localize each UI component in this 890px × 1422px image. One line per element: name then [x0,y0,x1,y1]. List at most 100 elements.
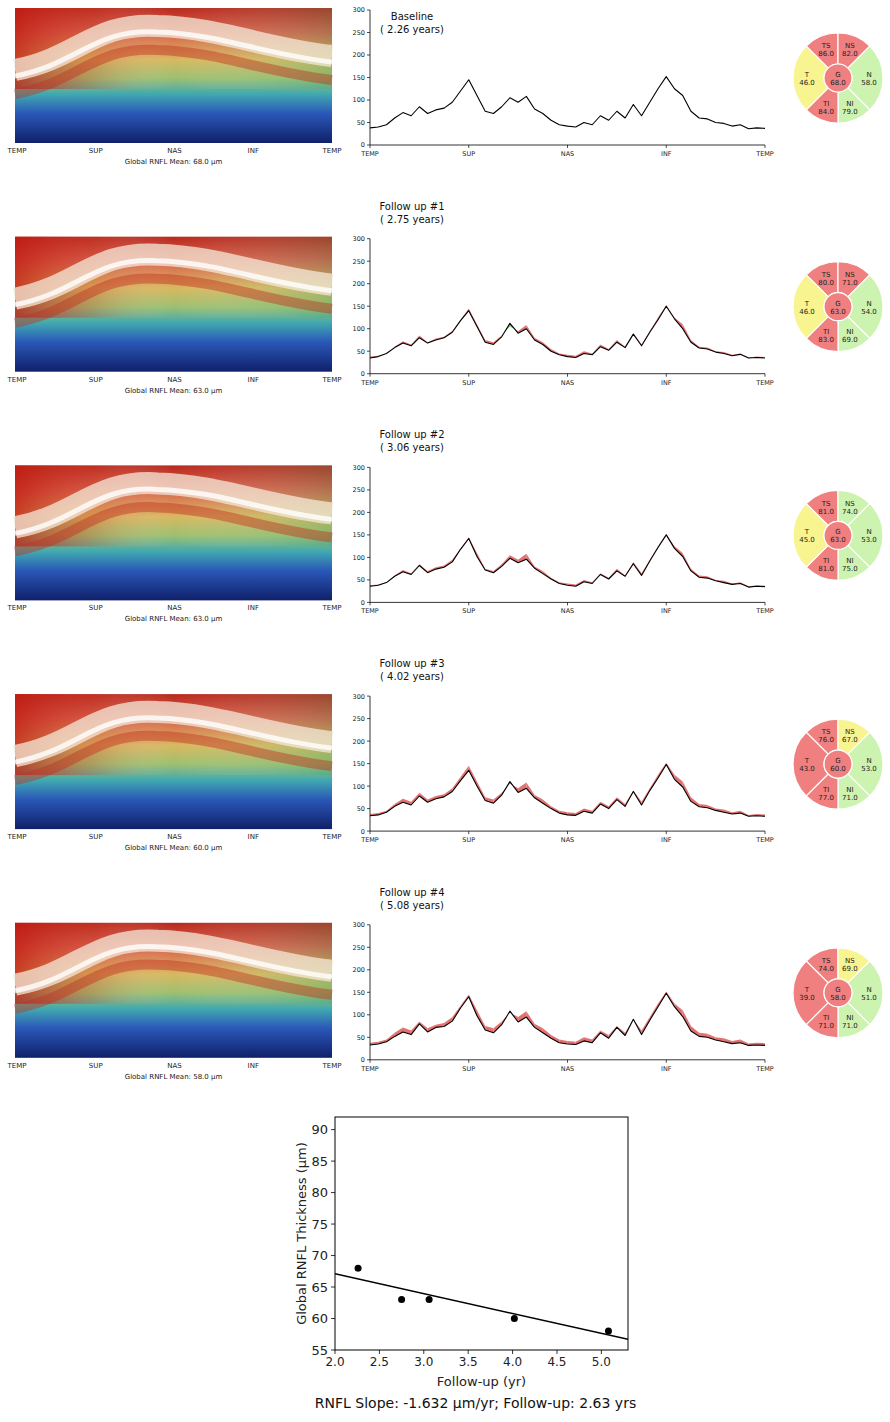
rnfl-profile [370,765,765,817]
sector-label: G [835,71,840,79]
sector-label: NI [846,557,853,565]
sector-map: TS76.0NS67.0N53.0NI71.0TI77.0T43.0G60.0 [793,719,883,809]
y-tick-label: 50 [357,805,365,813]
sector-label: T [804,986,810,994]
x-tick [370,145,371,148]
y-tick [367,534,370,535]
x-tick [567,145,568,148]
sector-map: TS74.0NS69.0N51.0NI71.0TI71.0T39.0G58.0 [793,948,883,1038]
sector-value: 69.0 [842,965,858,973]
image-axis-label: INF [248,604,259,612]
sector-value: 74.0 [818,965,834,973]
thinning-area [395,1027,403,1036]
x-tick-label: TEMP [755,150,774,158]
x-tick-label: TEMP [755,1065,774,1073]
x-tick [666,145,667,148]
y-tick [367,786,370,787]
y-tick-label: 300 [353,693,365,701]
x-tick [468,602,469,605]
sector-value: 46.0 [799,79,815,87]
x-tick-label: 4.5 [547,1355,566,1369]
image-axis-label: NAS [167,147,182,155]
y-tick [367,557,370,558]
image-axis-label: TEMP [7,376,27,384]
y-tick-label: 300 [353,6,365,14]
image-axis-label: TEMP [322,604,342,612]
x-tick [370,1060,371,1063]
image-axis-label: TEMP [7,833,27,841]
y-tick-label: 0 [361,599,365,607]
x-tick [666,1060,667,1063]
sector-center [824,979,852,1007]
sector-value: 71.0 [818,1022,834,1030]
y-tick-label: 100 [353,1011,365,1019]
image-axis-label: INF [248,376,259,384]
y-tick-label: 55 [311,1343,328,1358]
sector-value: 67.0 [842,736,858,744]
data-point [426,1296,433,1303]
y-tick [367,947,370,948]
x-tick [765,1060,766,1063]
y-tick-label: 150 [353,303,365,311]
sector-label: TS [821,957,831,965]
sector-value: 79.0 [842,108,858,116]
y-tick [367,969,370,970]
sector-label: TI [822,100,829,108]
y-tick [367,10,370,11]
y-tick [331,1224,335,1225]
y-tick [367,512,370,513]
x-tick-label: TEMP [360,836,379,844]
chart-title: Follow up #2 [379,429,444,440]
image-caption: Global RNFL Mean: 63.0 µm [125,615,223,623]
oct-image [15,923,332,1058]
sector-label: NI [846,1014,853,1022]
rnfl-profile [370,993,765,1045]
chart-subtitle: ( 5.08 years) [380,900,444,911]
x-tick [370,374,371,377]
sector-value: 63.0 [830,308,846,316]
x-tick [423,1350,424,1354]
y-tick [367,924,370,925]
caption: RNFL Slope: -1.632 µm/yr; Follow-up: 2.6… [315,1395,636,1411]
y-tick-label: 100 [353,325,365,333]
sector-value: 86.0 [818,50,834,58]
sector-value: 83.0 [818,336,834,344]
x-tick [335,1350,336,1354]
rnfl-profile [370,535,765,587]
sector-map: TS86.0NS82.0N58.0NI79.0TI84.0T46.0G68.0 [793,33,883,123]
x-tick-label: 5.0 [592,1355,611,1369]
y-tick-label: 250 [353,258,365,266]
y-tick-label: 150 [353,74,365,82]
sector-value: 84.0 [818,108,834,116]
x-tick [765,145,766,148]
sector-value: 69.0 [842,336,858,344]
x-tick-label: 2.0 [325,1355,344,1369]
sector-label: G [835,757,840,765]
y-tick [331,1350,335,1351]
sector [838,545,870,580]
chart-subtitle: ( 2.75 years) [380,214,444,225]
x-tick-label: SUP [462,836,475,844]
x-tick [666,374,667,377]
sector-center [824,64,852,92]
x-tick-label: SUP [462,379,475,387]
x-tick [468,1350,469,1354]
y-tick-label: 100 [353,783,365,791]
x-tick-label: TEMP [360,379,379,387]
x-tick-label: INF [661,607,672,615]
y-tick-label: 100 [353,96,365,104]
y-tick-label: 200 [353,738,365,746]
y-tick-label: 0 [361,1056,365,1064]
sector [793,46,828,110]
y-tick-label: 85 [311,1154,328,1169]
x-tick [666,831,667,834]
x-tick-label: INF [661,150,672,158]
image-axis-label: NAS [167,1062,182,1070]
retina-layer [15,50,332,94]
y-tick [367,100,370,101]
image-axis-label: INF [248,833,259,841]
x-tick [765,602,766,605]
oct-image [15,237,332,372]
y-tick [367,467,370,468]
plot-marks [370,534,765,587]
